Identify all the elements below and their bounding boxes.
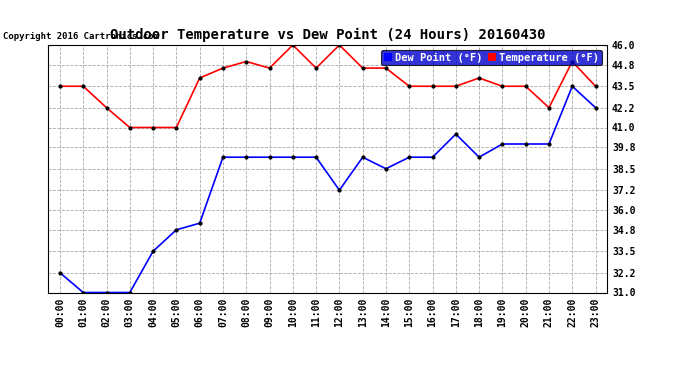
Title: Outdoor Temperature vs Dew Point (24 Hours) 20160430: Outdoor Temperature vs Dew Point (24 Hou…: [110, 28, 546, 42]
Legend: Dew Point (°F), Temperature (°F): Dew Point (°F), Temperature (°F): [381, 50, 602, 66]
Text: Copyright 2016 Cartronics.com: Copyright 2016 Cartronics.com: [3, 32, 159, 41]
